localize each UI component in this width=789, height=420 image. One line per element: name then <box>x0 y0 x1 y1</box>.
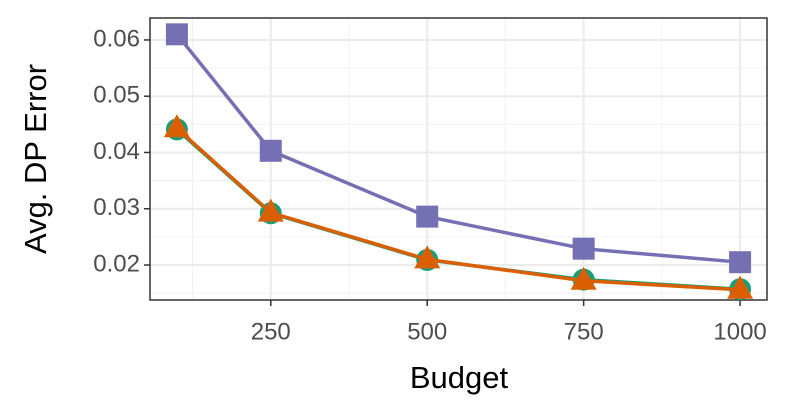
x-axis-title: Budget <box>410 360 509 395</box>
panel-border <box>149 17 768 301</box>
point <box>165 23 188 46</box>
point <box>572 237 595 260</box>
y-tick-label: 0.06 <box>93 25 140 52</box>
y-axis-title: Avg. DP Error <box>18 64 53 254</box>
y-tick-label: 0.02 <box>93 250 140 277</box>
point <box>570 266 597 290</box>
x-tick-label: 1000 <box>713 318 766 345</box>
y-tick-label: 0.05 <box>93 82 140 109</box>
point <box>163 114 190 138</box>
point <box>259 139 282 162</box>
point <box>414 245 441 269</box>
x-tick-label: 750 <box>564 318 604 345</box>
point <box>729 251 752 274</box>
x-tick-label: 500 <box>407 318 447 345</box>
point <box>727 275 754 299</box>
point <box>416 205 439 228</box>
x-tick-label: 250 <box>251 318 291 345</box>
point <box>257 198 284 222</box>
y-tick-label: 0.03 <box>93 194 140 221</box>
y-tick-label: 0.04 <box>93 138 140 165</box>
